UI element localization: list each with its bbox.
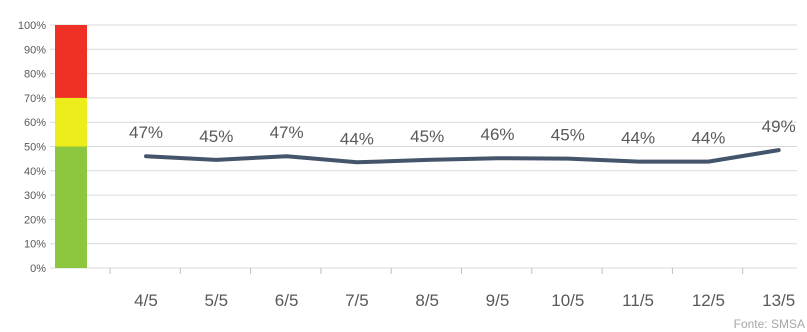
x-tick-label: 11/5 (622, 291, 654, 310)
x-tick-label: 10/5 (551, 291, 584, 310)
x-tick-label: 8/5 (415, 291, 439, 310)
x-tick-label: 12/5 (692, 291, 725, 310)
data-label: 47% (129, 123, 163, 142)
x-tick-label: 5/5 (204, 291, 228, 310)
color-band-segment (55, 97, 87, 147)
data-label: 49% (762, 117, 796, 136)
y-tick-label: 60% (24, 117, 46, 129)
y-tick-label: 70% (24, 93, 46, 105)
y-tick-label: 90% (24, 44, 46, 56)
color-band-segment (55, 146, 87, 268)
x-tick-label: 4/5 (134, 291, 158, 310)
data-label: 44% (340, 129, 374, 148)
x-axis: 4/5 5/5 6/5 7/5 8/5 9/5 10/5 11/5 12/5 13/5 (109, 268, 795, 310)
data-label: 45% (410, 127, 444, 146)
y-tick-label: 50% (24, 142, 46, 154)
y-tick-label: 0% (30, 263, 46, 275)
y-tick-label: 30% (24, 190, 46, 202)
y-tick-label: 40% (24, 166, 46, 178)
y-tick-label: 20% (24, 214, 46, 226)
series-line (144, 148, 781, 165)
y-tick-label: 80% (24, 69, 46, 81)
data-labels: 47% 45% 47% 44% 45% 46% 45% 44% 44% 49% (129, 117, 796, 148)
status-color-band (55, 25, 87, 268)
data-label: 45% (551, 126, 585, 145)
x-tick-label: 13/5 (762, 291, 795, 310)
data-label: 47% (270, 123, 304, 142)
source-note: Fonte: SMSA (734, 317, 805, 331)
x-tick-label: 6/5 (275, 291, 299, 310)
data-label: 46% (480, 125, 514, 144)
data-label: 45% (199, 127, 233, 146)
gridlines (50, 24, 797, 269)
series-line-path (144, 148, 781, 165)
x-tick-label: 9/5 (486, 291, 510, 310)
data-label: 44% (691, 129, 725, 148)
x-tick-label: 7/5 (345, 291, 369, 310)
data-label: 44% (621, 129, 655, 148)
y-tick-label: 10% (24, 239, 46, 251)
y-axis-ticks: 0% 10% 20% 30% 40% 50% 60% 70% 80% 90% 100% (18, 20, 46, 275)
color-band-segment (55, 25, 87, 98)
y-tick-label: 100% (18, 20, 46, 32)
